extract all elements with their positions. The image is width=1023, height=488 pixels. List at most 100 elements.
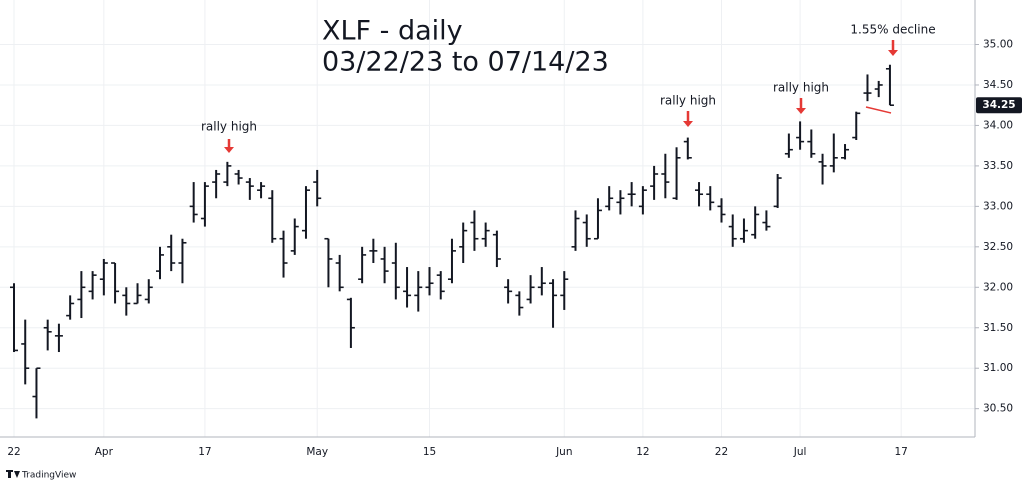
ohlc-bar bbox=[504, 279, 513, 304]
ohlc-bar bbox=[43, 319, 52, 351]
ohlc-bar bbox=[66, 295, 75, 320]
ohlc-bar bbox=[728, 214, 737, 247]
ohlc-bar bbox=[403, 267, 412, 308]
ohlc-bar bbox=[380, 246, 389, 284]
ohlc-bar bbox=[178, 238, 187, 284]
y-tick-label: 32.00 bbox=[983, 281, 1013, 293]
chart-subtitle: 03/22/23 to 07/14/23 bbox=[322, 47, 609, 78]
ohlc-bar bbox=[537, 267, 546, 296]
ohlc-bar bbox=[571, 210, 580, 251]
ohlc-bar bbox=[807, 129, 816, 158]
y-tick-label: 33.00 bbox=[983, 200, 1013, 212]
x-tick-label: 22 bbox=[715, 446, 728, 458]
ohlc-bar bbox=[234, 169, 243, 185]
ohlc-bar bbox=[616, 190, 625, 215]
x-tick-label: 17 bbox=[894, 446, 907, 458]
ohlc-bar bbox=[133, 283, 142, 305]
ohlc-bar bbox=[223, 161, 232, 187]
watermark: TradingView bbox=[6, 470, 76, 481]
ohlc-bar bbox=[212, 169, 221, 199]
decline-line bbox=[865, 106, 892, 114]
x-tick-label: Jul bbox=[793, 446, 807, 458]
ohlc-bar bbox=[492, 230, 501, 268]
y-tick-label: 34.50 bbox=[983, 79, 1013, 91]
ohlc-bar bbox=[796, 121, 805, 150]
y-tick-label: 31.00 bbox=[983, 362, 1013, 374]
ohlc-bar bbox=[481, 222, 490, 247]
ohlc-bar bbox=[10, 283, 18, 353]
ohlc-bar bbox=[200, 182, 209, 227]
ohlc-bar bbox=[346, 297, 355, 348]
ohlc-bar bbox=[661, 153, 670, 199]
y-tick-label: 34.00 bbox=[983, 119, 1013, 131]
ohlc-bar bbox=[638, 186, 647, 215]
x-tick-label: 15 bbox=[423, 446, 436, 458]
chart-title: XLF - daily bbox=[322, 16, 463, 47]
ohlc-bar bbox=[593, 198, 602, 240]
ohlc-bar bbox=[672, 147, 681, 200]
watermark-text: TradingView bbox=[21, 471, 76, 481]
ohlc-bar bbox=[605, 186, 614, 211]
ohlc-bar bbox=[268, 190, 277, 243]
ohlc-bar bbox=[447, 238, 456, 284]
annotation-arrowhead bbox=[683, 121, 693, 127]
y-tick-label: 35.00 bbox=[983, 39, 1013, 51]
ohlc-bar bbox=[335, 254, 344, 292]
ohlc-bar bbox=[515, 291, 524, 316]
ohlc-bar bbox=[391, 242, 400, 300]
ohlc-bar bbox=[54, 323, 63, 353]
ohlc-bar bbox=[144, 279, 153, 304]
x-tick-label: May bbox=[306, 446, 328, 458]
ohlc-bar bbox=[122, 287, 131, 316]
ohlc-bar bbox=[155, 246, 164, 280]
ohlc-bar bbox=[829, 133, 838, 173]
x-tick-label: Apr bbox=[95, 446, 114, 458]
ohlc-bar bbox=[324, 237, 333, 288]
ohlc-bar bbox=[627, 182, 636, 207]
annotation-text: rally high bbox=[773, 81, 829, 95]
ohlc-bar bbox=[549, 279, 558, 328]
ohlc-bar bbox=[245, 178, 254, 200]
x-tick-label: 12 bbox=[636, 446, 649, 458]
last-price-label: 34.25 bbox=[982, 99, 1015, 111]
ohlc-bar bbox=[111, 262, 120, 304]
ohlc-bar bbox=[358, 246, 367, 284]
y-tick-label: 31.50 bbox=[983, 322, 1013, 334]
ohlc-bar bbox=[650, 165, 659, 200]
annotation-arrowhead bbox=[796, 108, 806, 114]
x-tick-label: Jun bbox=[555, 446, 572, 458]
ohlc-bar bbox=[290, 218, 299, 255]
ohlc-bar bbox=[717, 198, 726, 223]
ohlc-bar bbox=[751, 206, 760, 239]
ohlc-bar bbox=[841, 144, 850, 160]
ohlc-bar bbox=[784, 133, 793, 158]
ohlc-bar bbox=[863, 74, 872, 102]
ohlc-bar bbox=[874, 80, 883, 98]
ohlc-bar bbox=[459, 222, 468, 264]
annotation-text: rally high bbox=[660, 94, 716, 108]
ohlc-bar bbox=[436, 271, 445, 300]
ohlc-bar bbox=[21, 319, 30, 385]
x-tick-label: 22 bbox=[7, 446, 20, 458]
ohlc-bar bbox=[560, 271, 569, 310]
ohlc-bar bbox=[189, 182, 198, 223]
ohlc-bar bbox=[32, 367, 41, 419]
last-price-box bbox=[976, 97, 1022, 114]
ohlc-bar bbox=[818, 153, 827, 185]
annotation-text: rally high bbox=[201, 120, 257, 134]
ohlc-bar bbox=[167, 234, 176, 272]
ohlc-bar bbox=[88, 271, 97, 300]
x-tick-label: 17 bbox=[198, 446, 211, 458]
ohlc-bar bbox=[425, 267, 434, 296]
ohlc-bar bbox=[773, 173, 782, 208]
y-tick-label: 32.50 bbox=[983, 241, 1013, 253]
annotation-arrowhead bbox=[224, 147, 234, 153]
ohlc-bar bbox=[706, 186, 715, 211]
ohlc-bar bbox=[301, 186, 310, 239]
ohlc-bar bbox=[885, 64, 894, 107]
annotation-text: 1.55% decline bbox=[850, 23, 935, 37]
ohlc-bar bbox=[369, 238, 378, 264]
grid bbox=[0, 0, 975, 437]
ohlc-bar bbox=[526, 275, 535, 304]
